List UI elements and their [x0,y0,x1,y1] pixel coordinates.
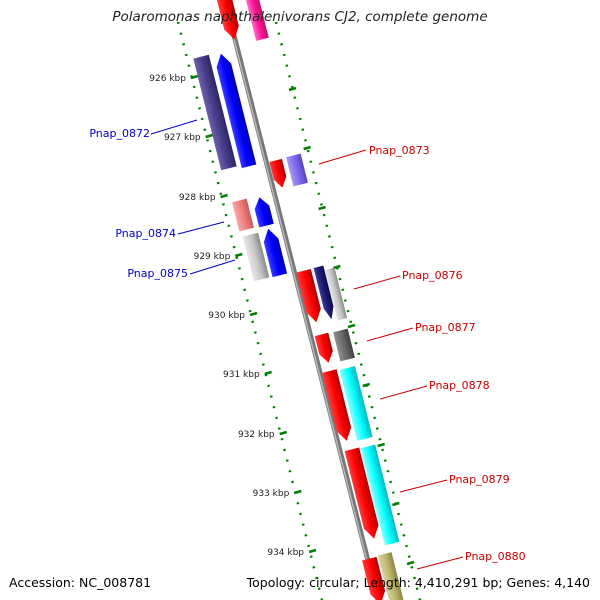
leader-line [353,275,401,290]
gene-box-pnap-0880-companion [377,552,405,600]
leader-line [366,327,414,342]
scale-label: 932 kbp [238,430,275,440]
gene-label-pnap-0875: Pnap_0875 [127,267,188,280]
gene-arrow-pnap-0876-b [313,265,334,320]
gene-box-pnap-0875-companion [242,232,270,282]
scale-label: 926 kbp [149,74,186,84]
scale-ticks: 926 kbp 927 kbp 928 kbp 929 kbp 930 kbp 931 k… [149,74,415,566]
scale-tick [303,145,311,151]
gene-label-pnap-0873: Pnap_0873 [369,144,430,157]
scale-tick [205,133,213,139]
leader-line [150,119,198,135]
scale-tick [220,193,228,199]
gene-box-pnap-0873-companion [286,153,308,187]
scale-tick [391,501,400,507]
gene-arrow-pnap-0878 [322,369,352,441]
scale-tick [308,548,317,554]
gene-arrow [216,0,239,40]
gene-label-pnap-0872: Pnap_0872 [89,127,150,140]
genome-backbone-highlight [223,0,378,600]
gene-label-pnap-0874: Pnap_0874 [115,227,176,240]
scale-tick [190,74,199,80]
scale-tick [264,370,273,376]
gene-box-pnap-0877-companion [333,328,355,362]
gene-arrow-pnap-0874 [254,197,274,228]
scale-label: 933 kbp [253,489,290,499]
scale-label: 928 kbp [179,193,216,203]
gene-box-pnap-0879-companion [360,444,400,546]
genome-title: Polaromonas naphthalenivorans CJ2, compl… [112,9,488,25]
scale-tick [318,205,326,211]
gene-label-pnap-0880: Pnap_0880 [465,550,526,563]
scale-tick [406,560,415,566]
gene-box-pnap-0876-c [324,267,348,321]
genome-backbone [222,0,381,600]
outer-tick-rail [176,21,324,600]
gene-arrow-pnap-0876 [296,268,321,323]
gene-arrow-pnap-0877 [314,332,333,363]
gene-arrow-pnap-0872 [216,53,257,169]
scale-label: 927 kbp [164,133,201,143]
leader-line [416,556,464,570]
gene-box-pnap-0874-companion [232,198,254,232]
gene-box [245,0,269,41]
gene-arrow-pnap-0879 [344,447,379,539]
leader-line [177,221,225,235]
accession-text: Accession: NC_008781 [9,575,152,590]
leader-line [379,385,428,400]
scale-label: 930 kbp [208,311,245,321]
scale-tick [279,430,287,436]
gene-box-pnap-0878-companion [339,366,373,441]
gene-labels: Pnap_0872 Pnap_0874 Pnap_0875 Pnap_0873 Pnap… [89,119,526,570]
gene-arrow-pnap-0880 [362,556,386,600]
gene-arrow-pnap-0873 [269,158,287,188]
scale-label: 929 kbp [194,252,231,262]
gene-box-pnap-0872-companion [193,54,237,171]
genome-summary: Topology: circular; Length: 4,410,291 bp… [246,575,590,590]
gene-label-pnap-0879: Pnap_0879 [449,473,510,486]
inner-tick-rail [274,21,422,600]
leader-line [318,149,367,165]
gene-label-pnap-0876: Pnap_0876 [402,269,463,282]
scale-tick [249,311,258,317]
scale-tick [234,252,243,258]
scale-tick [293,489,302,495]
scale-tick [288,86,297,92]
scale-tick [347,323,356,329]
gene-label-pnap-0877: Pnap_0877 [415,321,476,334]
gene-arrow-pnap-0875 [263,228,288,278]
leader-line [399,479,448,493]
scale-label: 934 kbp [267,548,304,558]
gene-label-pnap-0878: Pnap_0878 [429,379,490,392]
scale-tick [362,382,371,388]
scale-tick [377,442,385,448]
leader-line [189,259,236,275]
scale-label: 931 kbp [223,370,260,380]
gene-features [193,0,405,600]
